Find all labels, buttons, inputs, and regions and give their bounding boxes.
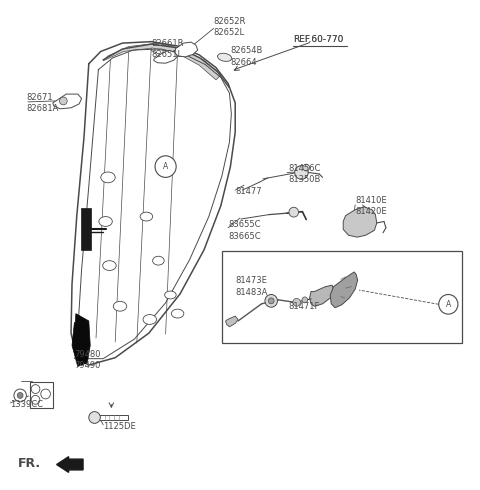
- Text: A: A: [163, 162, 168, 171]
- Circle shape: [265, 294, 277, 307]
- Ellipse shape: [217, 53, 232, 61]
- Polygon shape: [154, 50, 178, 63]
- Polygon shape: [175, 42, 198, 57]
- Ellipse shape: [140, 212, 153, 221]
- Circle shape: [303, 164, 310, 171]
- Circle shape: [31, 385, 40, 393]
- Text: A: A: [446, 300, 451, 309]
- Text: 82671
82681A: 82671 82681A: [26, 93, 59, 113]
- Polygon shape: [330, 272, 358, 308]
- Circle shape: [439, 294, 458, 314]
- Circle shape: [31, 395, 40, 404]
- Text: 81473E
81483A: 81473E 81483A: [235, 276, 267, 297]
- Ellipse shape: [165, 291, 176, 299]
- Text: 81471F: 81471F: [288, 302, 319, 311]
- Text: 82652R
82652L: 82652R 82652L: [214, 17, 246, 37]
- Polygon shape: [74, 314, 90, 365]
- Circle shape: [89, 412, 100, 423]
- Bar: [81, 208, 91, 250]
- Text: REF.60-770: REF.60-770: [293, 35, 343, 44]
- Ellipse shape: [99, 217, 112, 226]
- Ellipse shape: [103, 261, 116, 270]
- Circle shape: [60, 97, 67, 105]
- Bar: [95, 415, 128, 420]
- Circle shape: [17, 392, 23, 398]
- Ellipse shape: [153, 256, 164, 265]
- Circle shape: [41, 389, 50, 399]
- Circle shape: [295, 166, 308, 179]
- Text: 81410E
81420E: 81410E 81420E: [355, 196, 387, 216]
- Text: 1339CC: 1339CC: [11, 400, 44, 409]
- Polygon shape: [72, 322, 87, 367]
- Polygon shape: [103, 43, 221, 80]
- Polygon shape: [53, 94, 82, 109]
- Ellipse shape: [143, 315, 156, 324]
- FancyArrow shape: [57, 457, 83, 472]
- Bar: [222, 251, 462, 343]
- Polygon shape: [226, 316, 238, 327]
- Text: 83655C
83665C: 83655C 83665C: [228, 220, 261, 241]
- Text: 82661R
82651L: 82661R 82651L: [151, 39, 184, 59]
- Circle shape: [155, 156, 176, 177]
- Bar: [30, 382, 53, 408]
- Circle shape: [293, 298, 300, 306]
- Text: 82654B
82664: 82654B 82664: [230, 46, 263, 67]
- Text: 79480
79490: 79480 79490: [74, 350, 101, 370]
- Circle shape: [268, 298, 274, 304]
- Text: FR.: FR.: [18, 457, 41, 469]
- Ellipse shape: [101, 172, 115, 183]
- Ellipse shape: [171, 309, 184, 318]
- Ellipse shape: [113, 301, 127, 311]
- Text: 81456C
81350B: 81456C 81350B: [288, 164, 320, 184]
- Polygon shape: [343, 207, 377, 237]
- Polygon shape: [310, 285, 334, 306]
- Text: 81477: 81477: [235, 187, 262, 196]
- Text: 1125DE: 1125DE: [103, 422, 136, 431]
- Circle shape: [289, 207, 299, 217]
- Circle shape: [302, 297, 308, 303]
- Circle shape: [14, 389, 26, 402]
- Text: REF.60-770: REF.60-770: [293, 35, 343, 44]
